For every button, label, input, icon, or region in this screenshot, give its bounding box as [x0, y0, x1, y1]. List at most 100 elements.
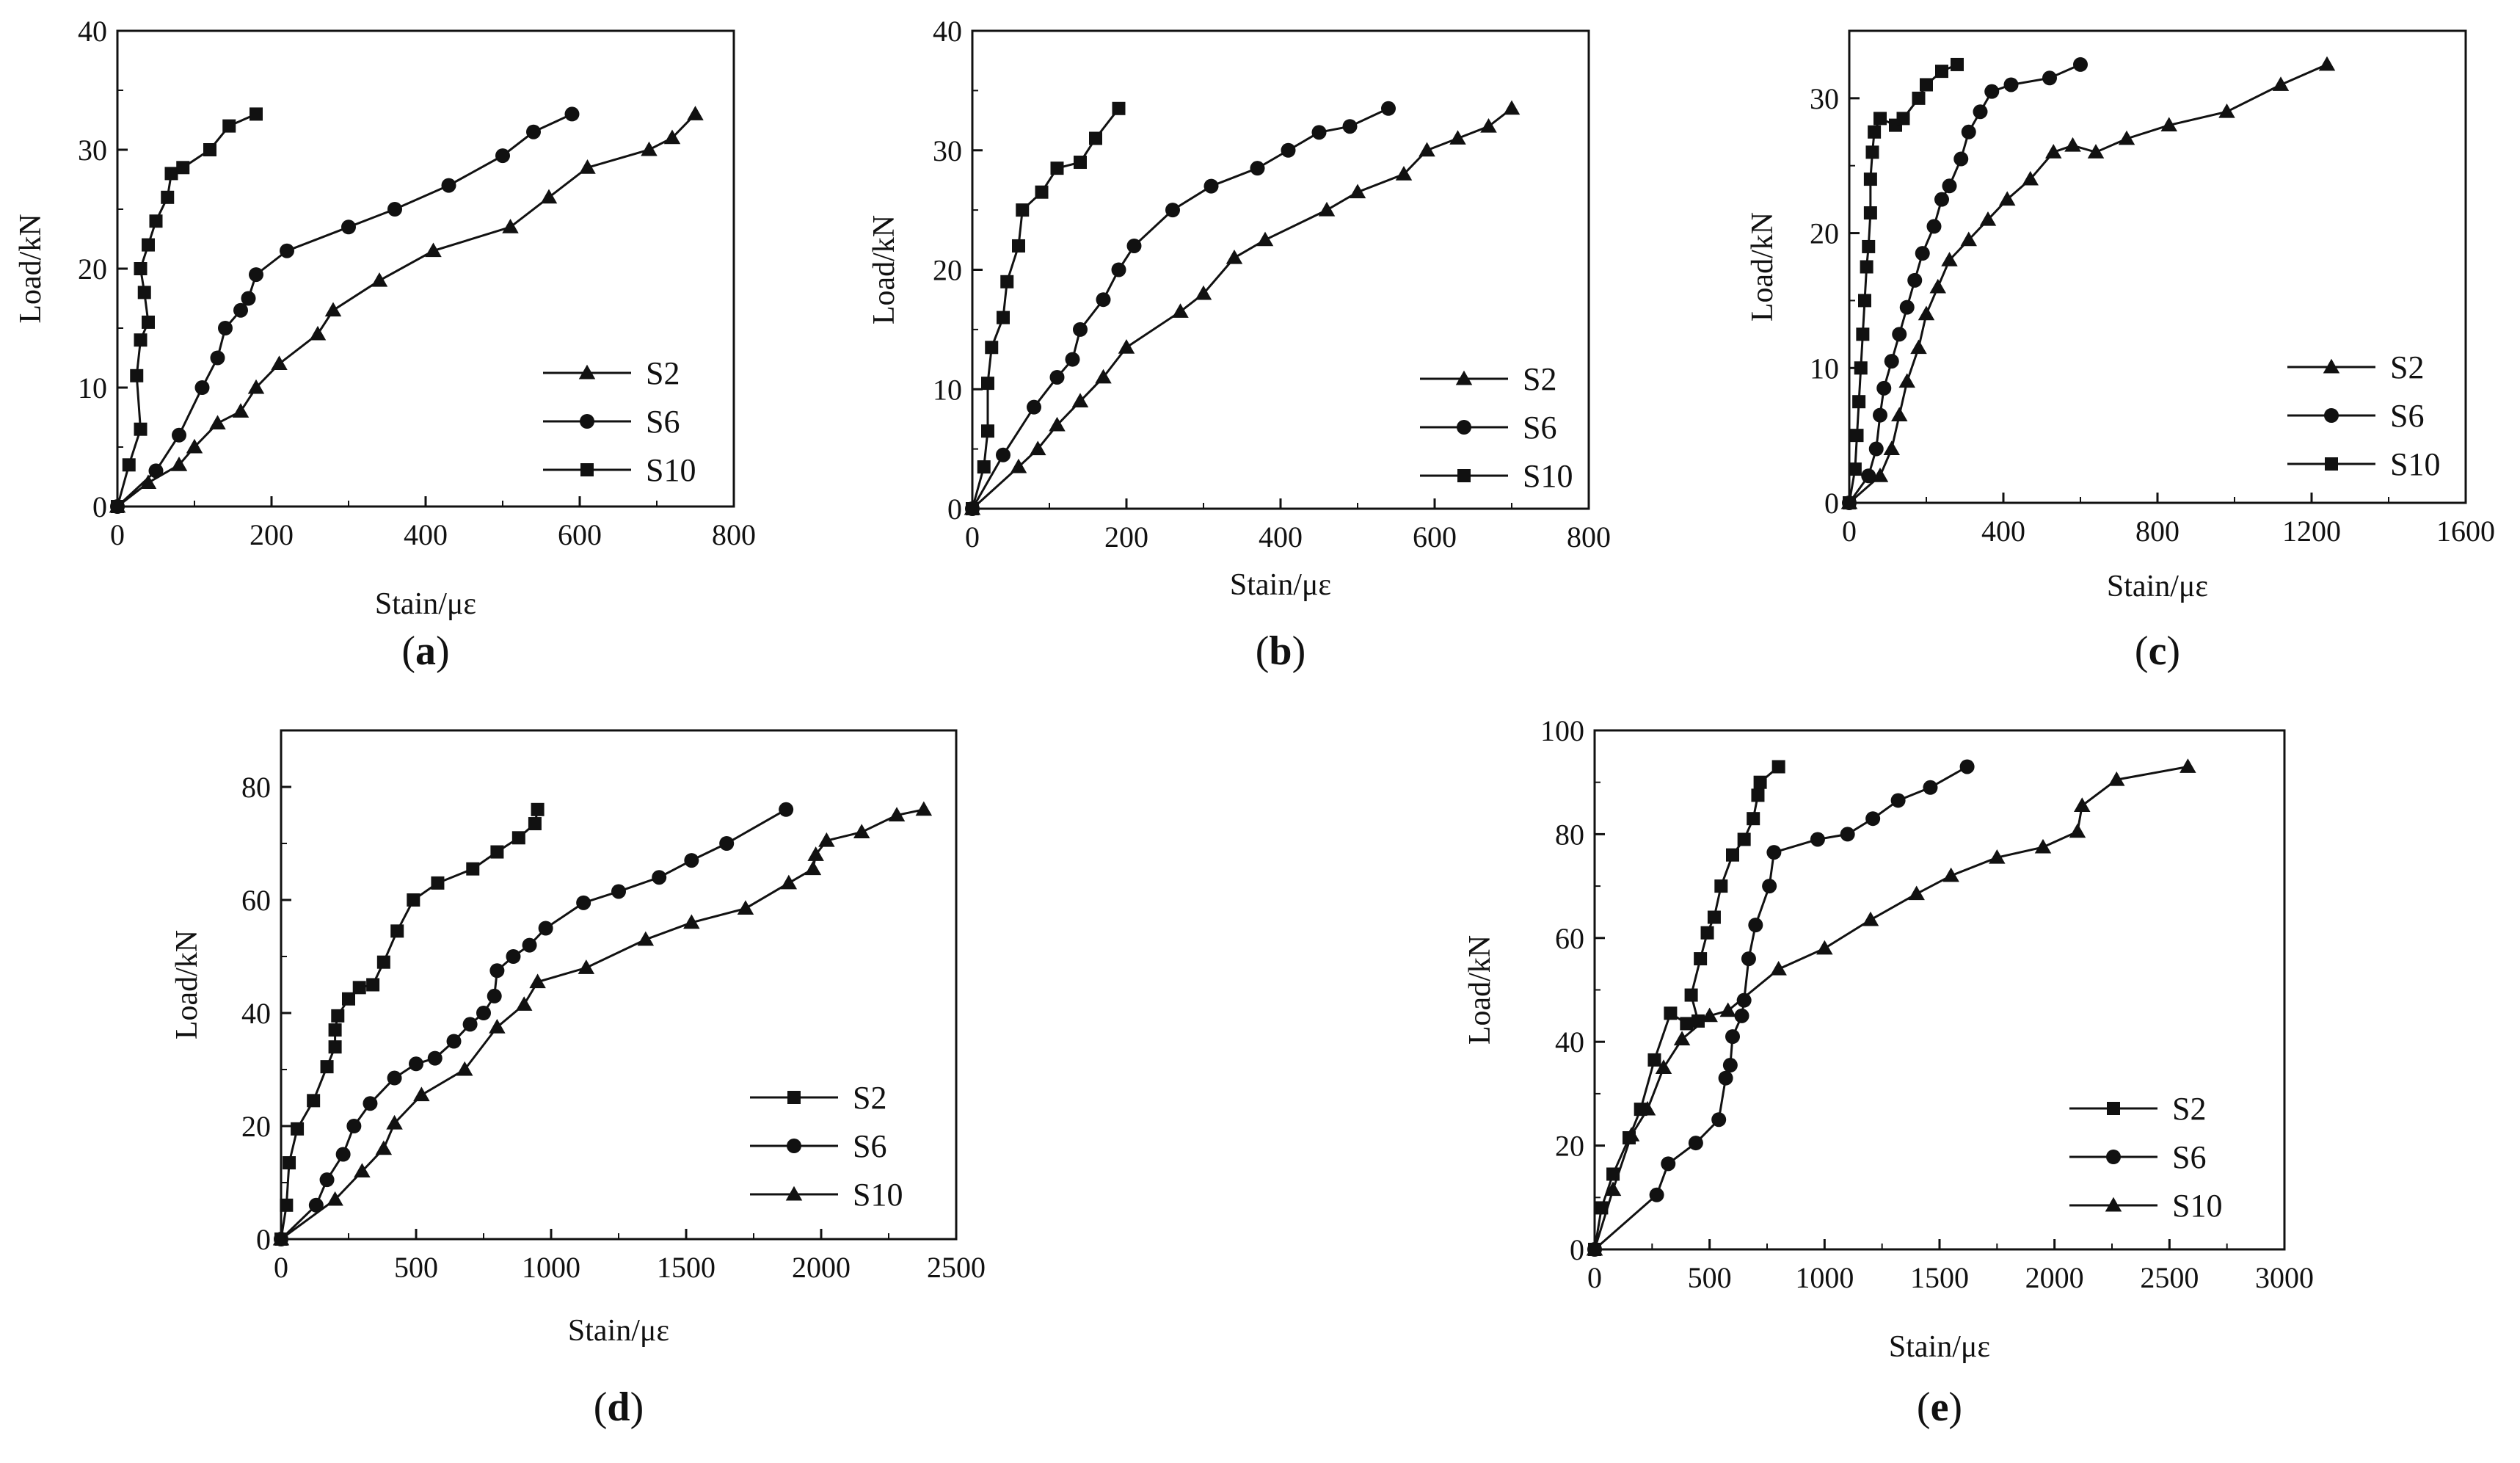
data-point-s6	[1342, 119, 1358, 134]
data-point-s2	[1694, 952, 1708, 966]
data-point-s6	[1741, 951, 1756, 967]
y-tick-label: 40	[933, 15, 962, 48]
series-s6	[1842, 57, 2088, 510]
data-point-s2	[1753, 775, 1767, 789]
legend-marker-s10	[2325, 457, 2338, 471]
data-point-s6	[210, 350, 225, 366]
series-line-s6	[1594, 766, 1968, 1251]
data-point-s2	[540, 189, 558, 204]
y-tick-label: 80	[1555, 818, 1584, 851]
data-point-s6	[218, 321, 233, 335]
data-point-s2	[1256, 231, 1274, 247]
data-point-s6	[233, 302, 248, 318]
data-point-s6	[1111, 262, 1126, 277]
data-point-s6	[148, 463, 164, 479]
data-point-s6	[719, 836, 735, 851]
data-point-s10	[1873, 112, 1887, 126]
data-point-s6	[1873, 407, 1887, 423]
data-point-s2	[2272, 76, 2290, 91]
data-point-s2	[1010, 458, 1027, 473]
data-point-s2	[1664, 1006, 1678, 1020]
y-tick-label: 20	[1810, 217, 1839, 250]
data-point-s6	[319, 1172, 335, 1188]
legend-marker-s2	[787, 1091, 801, 1104]
legend-label-s6: S6	[1523, 410, 1556, 446]
data-point-s10	[2074, 797, 2091, 812]
data-point-s6	[241, 291, 256, 306]
data-point-s10	[1673, 1031, 1691, 1046]
data-point-s10	[134, 262, 148, 275]
data-point-s6	[1027, 399, 1041, 415]
data-point-s2	[139, 474, 157, 490]
data-point-s10	[1863, 173, 1877, 186]
data-point-s10	[1856, 327, 1870, 341]
data-point-s6	[576, 895, 591, 910]
data-point-s6	[1840, 827, 1855, 842]
data-point-s2	[1419, 142, 1435, 157]
data-point-s6	[2042, 70, 2057, 86]
x-tick-label: 3000	[2255, 1261, 2314, 1294]
data-point-s2	[320, 1060, 334, 1074]
data-point-s2	[1918, 305, 1935, 321]
data-point-s2	[1684, 988, 1698, 1002]
x-tick-label: 600	[1413, 520, 1457, 553]
data-point-s10	[1951, 57, 1964, 71]
data-point-s6	[1711, 1112, 1727, 1128]
data-point-s10	[1112, 101, 1126, 115]
data-point-s6	[280, 243, 294, 258]
data-point-s10	[1604, 1181, 1622, 1197]
x-tick-label: 800	[1567, 520, 1611, 553]
data-point-s10	[2034, 838, 2052, 854]
data-point-s6	[172, 427, 186, 443]
y-tick-label: 20	[933, 254, 962, 287]
data-point-s6	[1203, 178, 1219, 194]
y-tick-label: 30	[933, 134, 962, 167]
data-point-s10	[1770, 960, 1787, 976]
data-point-s10	[272, 1230, 290, 1246]
data-point-s10	[578, 959, 595, 974]
data-point-s6	[2003, 77, 2019, 92]
data-point-s2	[283, 1156, 296, 1170]
data-point-s2	[280, 1198, 294, 1212]
legend-label-s2: S2	[2172, 1091, 2206, 1127]
y-tick-label: 0	[92, 490, 107, 523]
x-tick-label: 200	[1104, 520, 1148, 553]
series-line-s2	[117, 113, 696, 508]
data-point-s2	[232, 403, 250, 418]
data-point-s2	[1647, 1053, 1661, 1067]
series-s6	[110, 106, 580, 514]
data-point-s10	[2179, 758, 2196, 773]
data-point-s10	[981, 377, 994, 391]
data-point-s6	[1096, 292, 1111, 308]
data-point-s2	[2045, 144, 2062, 159]
plot-frame	[116, 29, 735, 508]
legend: S2 S6 S10	[750, 1080, 903, 1213]
data-point-s2	[1979, 211, 1997, 226]
series-s6	[1587, 759, 1975, 1257]
legend-marker-s2	[2323, 358, 2340, 374]
data-point-s10	[1850, 429, 1864, 443]
series-line-s10	[280, 808, 925, 1241]
data-point-s10	[981, 424, 994, 438]
data-point-s6	[684, 853, 699, 868]
data-point-s10	[142, 315, 155, 329]
data-point-s6	[1973, 104, 1988, 120]
data-point-s10	[1942, 867, 1959, 882]
data-point-s2	[1480, 117, 1497, 133]
x-tick-label: 500	[394, 1251, 438, 1284]
x-tick-label: 1200	[2282, 515, 2341, 548]
series-line-s10	[1593, 766, 2188, 1250]
legend: S2 S6 S10	[2287, 349, 2440, 482]
data-point-s2	[511, 831, 525, 845]
data-point-s2	[1030, 440, 1046, 456]
series-s6	[965, 101, 1396, 516]
y-tick-label: 0	[256, 1223, 271, 1256]
data-point-s6	[249, 267, 263, 283]
legend-label-s6: S6	[853, 1128, 886, 1164]
x-tick-label: 0	[274, 1251, 288, 1284]
data-point-s6	[1734, 1008, 1749, 1023]
data-point-s2	[1960, 231, 1977, 247]
panel-label: (a)	[401, 628, 449, 674]
data-point-s10	[1868, 125, 1882, 139]
y-axis-title: Load/kN	[867, 215, 901, 324]
